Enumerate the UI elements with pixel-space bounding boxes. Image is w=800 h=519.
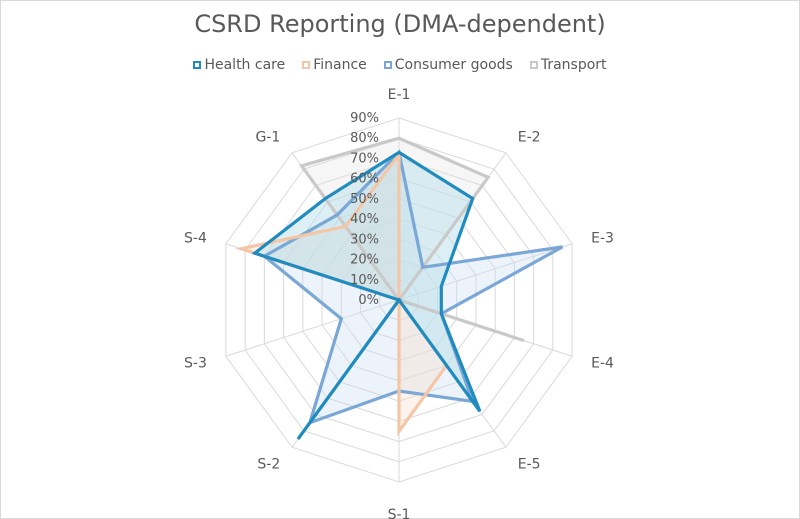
legend-swatch-icon (193, 61, 202, 69)
radial-tick-label: 40% (350, 212, 379, 227)
category-label: S-1 (388, 507, 411, 519)
category-label: S-2 (257, 456, 280, 472)
category-label: E-3 (591, 231, 614, 247)
category-label: G-1 (255, 130, 280, 146)
category-label: E-2 (518, 130, 541, 146)
radial-tick-label: 50% (350, 192, 379, 207)
radial-tick-label: 80% (350, 131, 379, 146)
radial-tick-label: 70% (350, 151, 379, 166)
legend-item-transport[interactable]: Transport (529, 57, 607, 73)
grid-spoke (225, 299, 400, 357)
radial-tick-label: 90% (350, 111, 379, 126)
radial-tick-label: 10% (350, 273, 379, 288)
category-label: E-5 (518, 456, 541, 472)
legend-item-finance[interactable]: Finance (302, 57, 367, 73)
radial-tick-label: 0% (358, 293, 379, 308)
category-label: E-4 (591, 355, 614, 371)
legend-label: Health care (204, 57, 286, 73)
legend-label: Transport (540, 57, 607, 73)
legend-label: Finance (313, 57, 367, 73)
category-label: E-1 (388, 87, 411, 103)
chart-title: CSRD Reporting (DMA-dependent) (194, 10, 606, 38)
legend-item-health-care[interactable]: Health care (193, 57, 285, 73)
series-area-health-care (254, 152, 480, 440)
legend-label: Consumer goods (394, 57, 513, 73)
legend-item-consumer-goods[interactable]: Consumer goods (383, 57, 513, 73)
legend-swatch-icon (383, 61, 392, 69)
radial-tick-label: 60% (350, 172, 379, 187)
series-line-health-care (251, 150, 482, 441)
category-label: S-4 (184, 231, 207, 247)
radial-tick-label: 30% (350, 232, 379, 247)
radial-tick-label: 20% (350, 253, 379, 268)
legend-swatch-icon (529, 61, 538, 69)
category-label: S-3 (184, 355, 207, 371)
legend-swatch-icon (302, 61, 311, 69)
legend: Health care Finance Consumer goods Trans… (0, 57, 800, 73)
